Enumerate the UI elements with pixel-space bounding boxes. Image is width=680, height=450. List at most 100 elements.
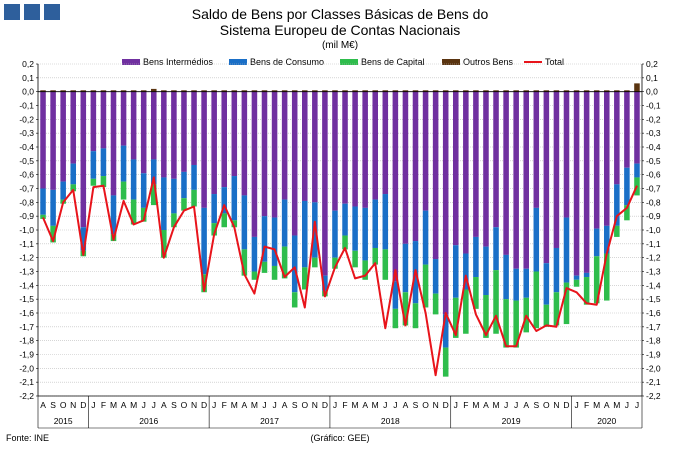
bar-segment xyxy=(624,167,630,206)
chart-total-line xyxy=(42,176,638,377)
bar-segment xyxy=(251,236,258,272)
bar-segment xyxy=(442,347,449,377)
bar-segment xyxy=(201,90,207,92)
bar-segment xyxy=(50,90,56,92)
y-tick-label-left: -0,8 xyxy=(19,197,34,207)
bar-segment xyxy=(362,90,368,92)
bar-segment xyxy=(140,91,147,174)
bar-segment xyxy=(463,289,469,334)
bar-segment xyxy=(241,91,248,196)
bar-segment xyxy=(120,91,127,146)
bar-segment xyxy=(553,247,560,293)
x-tick-label: J xyxy=(504,400,508,410)
legend-swatch xyxy=(442,59,460,65)
bar-segment xyxy=(593,228,600,257)
bar-segment xyxy=(342,90,348,92)
bar-segment xyxy=(483,91,489,247)
bar-segment xyxy=(473,90,479,92)
bar-segment xyxy=(191,164,197,190)
bar-segment xyxy=(291,292,298,308)
y-tick-label-right: -0,8 xyxy=(646,197,661,207)
x-tick-label: M xyxy=(231,400,238,410)
bar-segment xyxy=(171,178,177,214)
x-tick-label: M xyxy=(352,400,359,410)
x-tick-label: J xyxy=(574,400,578,410)
bar-segment xyxy=(382,90,389,92)
bar-segment xyxy=(110,195,117,235)
y-tick-label-right: -1,2 xyxy=(646,253,661,263)
bar-segment xyxy=(221,213,228,228)
bar-segment xyxy=(392,308,399,329)
bar-segment xyxy=(60,90,66,92)
bar-segment xyxy=(412,303,419,329)
bar-segment xyxy=(493,270,499,334)
bar-segment xyxy=(352,91,358,207)
y-tick-label-left: -0,7 xyxy=(19,184,34,194)
bar-segment xyxy=(452,297,459,338)
y-tick-label-left: -0,2 xyxy=(19,114,34,124)
y-tick-label-left: -1,6 xyxy=(19,308,34,318)
bar-segment xyxy=(261,216,268,262)
bar-segment xyxy=(100,176,107,188)
year-label: 2016 xyxy=(139,416,158,426)
bar-segment xyxy=(603,91,610,226)
bar-segment xyxy=(322,91,328,276)
bar-segment xyxy=(291,90,298,92)
bar-segment xyxy=(130,91,137,160)
x-tick-label: F xyxy=(463,400,468,410)
bar-segment xyxy=(634,91,640,164)
bar-segment xyxy=(332,90,338,92)
bar-segment xyxy=(261,261,268,273)
bar-segment xyxy=(271,90,278,92)
y-tick-label-right: -0,6 xyxy=(646,170,661,180)
bar-segment xyxy=(261,91,268,217)
x-tick-label: J xyxy=(262,400,266,410)
bar-segment xyxy=(161,230,167,258)
y-tick-label-left: -0,9 xyxy=(19,211,34,221)
legend-label: Total xyxy=(545,57,564,67)
chart-bars xyxy=(40,83,640,377)
bar-segment xyxy=(402,243,409,293)
bar-segment xyxy=(241,249,248,276)
source-note: Fonte: INE xyxy=(6,433,50,443)
bar-segment xyxy=(503,91,509,255)
x-tick-label: D xyxy=(201,400,207,410)
bar-segment xyxy=(483,246,489,296)
x-tick-label: D xyxy=(443,400,449,410)
y-tick-label-right: -1,1 xyxy=(646,239,661,249)
bar-segment xyxy=(90,91,97,152)
y-tick-label-left: -1,5 xyxy=(19,294,34,304)
y-tick-label-right: -0,9 xyxy=(646,211,661,221)
y-tick-label-right: -1,4 xyxy=(646,280,661,290)
x-tick-label: M xyxy=(492,400,499,410)
bar-segment xyxy=(422,91,429,211)
x-tick-label: J xyxy=(333,400,337,410)
bar-segment xyxy=(493,90,499,92)
bar-segment xyxy=(513,268,519,301)
total-series-line xyxy=(42,176,638,377)
legend-label: Bens de Capital xyxy=(361,57,425,67)
x-tick-label: A xyxy=(161,400,167,410)
x-tick-label: M xyxy=(251,400,258,410)
y-tick-label-right: 0,1 xyxy=(646,73,658,83)
y-tick-label-left: -1,0 xyxy=(19,225,34,235)
y-tick-label-right: 0,0 xyxy=(646,87,658,97)
bar-segment xyxy=(291,91,298,236)
y-tick-label-right: -1,7 xyxy=(646,322,661,332)
x-tick-label: J xyxy=(212,400,216,410)
x-tick-label: S xyxy=(413,400,419,410)
bar-segment xyxy=(402,292,409,326)
x-tick-label: A xyxy=(242,400,248,410)
bar-segment xyxy=(543,91,550,264)
bar-segment xyxy=(211,90,217,92)
x-tick-label: A xyxy=(362,400,368,410)
x-tick-label: M xyxy=(372,400,379,410)
bar-segment xyxy=(301,90,308,92)
bar-segment xyxy=(362,91,368,208)
legend-label: Outros Bens xyxy=(463,57,514,67)
bar-segment xyxy=(553,91,560,248)
logo-square-2 xyxy=(24,4,40,20)
y-tick-label-left: -1,4 xyxy=(19,280,34,290)
x-tick-label: M xyxy=(593,400,600,410)
